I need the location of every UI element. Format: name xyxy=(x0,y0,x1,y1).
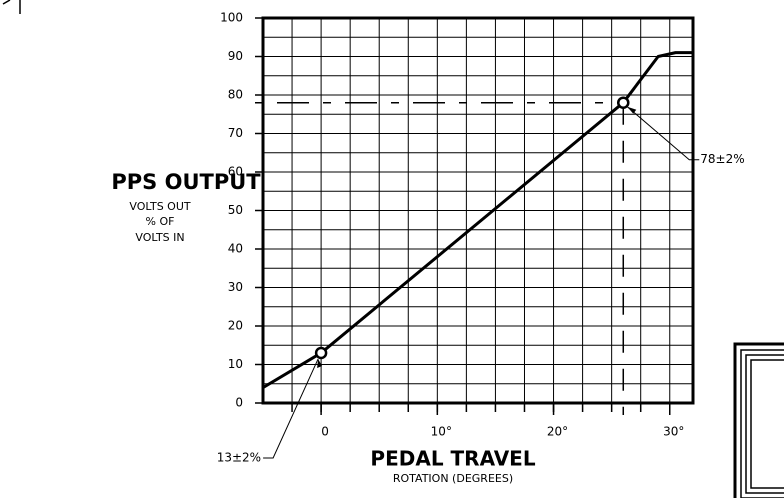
y-tick-label: 10 xyxy=(228,357,243,371)
annotation: 13±2% xyxy=(217,451,261,465)
y-tick-label: 90 xyxy=(228,49,243,63)
y-axis-sublabel: VOLTS OUT xyxy=(129,200,191,213)
leader-line xyxy=(263,358,319,459)
x-tick-label: 20° xyxy=(547,425,568,439)
data-point xyxy=(617,96,630,109)
x-axis-sublabel: ROTATION (DEGREES) xyxy=(393,472,513,485)
annotation: 78±2% xyxy=(700,152,744,166)
y-tick-label: 60 xyxy=(228,165,243,179)
y-tick-label: 100 xyxy=(220,11,243,25)
corner-mark xyxy=(2,0,21,14)
y-tick-label: 50 xyxy=(228,203,243,217)
y-axis-sublabel: % OF xyxy=(146,215,175,228)
y-tick-label: 20 xyxy=(228,319,243,333)
x-tick-label: 10° xyxy=(431,425,452,439)
data-line xyxy=(262,51,693,389)
y-tick-label: 0 xyxy=(235,396,243,410)
leader-arrow xyxy=(627,106,637,114)
x-axis-label: PEDAL TRAVEL xyxy=(370,447,535,471)
data-point xyxy=(314,346,328,360)
y-tick-label: 30 xyxy=(228,280,243,294)
y-axis-sublabel: VOLTS IN xyxy=(135,231,184,244)
leader-arrow xyxy=(317,358,323,368)
title-block xyxy=(733,342,784,498)
x-tick-label: 30° xyxy=(663,425,684,439)
y-tick-label: 70 xyxy=(228,126,243,140)
y-tick-label: 80 xyxy=(228,88,243,102)
y-axis-label: PPS OUTPUT xyxy=(111,170,261,194)
leader-line xyxy=(626,106,700,161)
x-tick-label: 0 xyxy=(321,425,329,439)
y-tick-label: 40 xyxy=(228,242,243,256)
